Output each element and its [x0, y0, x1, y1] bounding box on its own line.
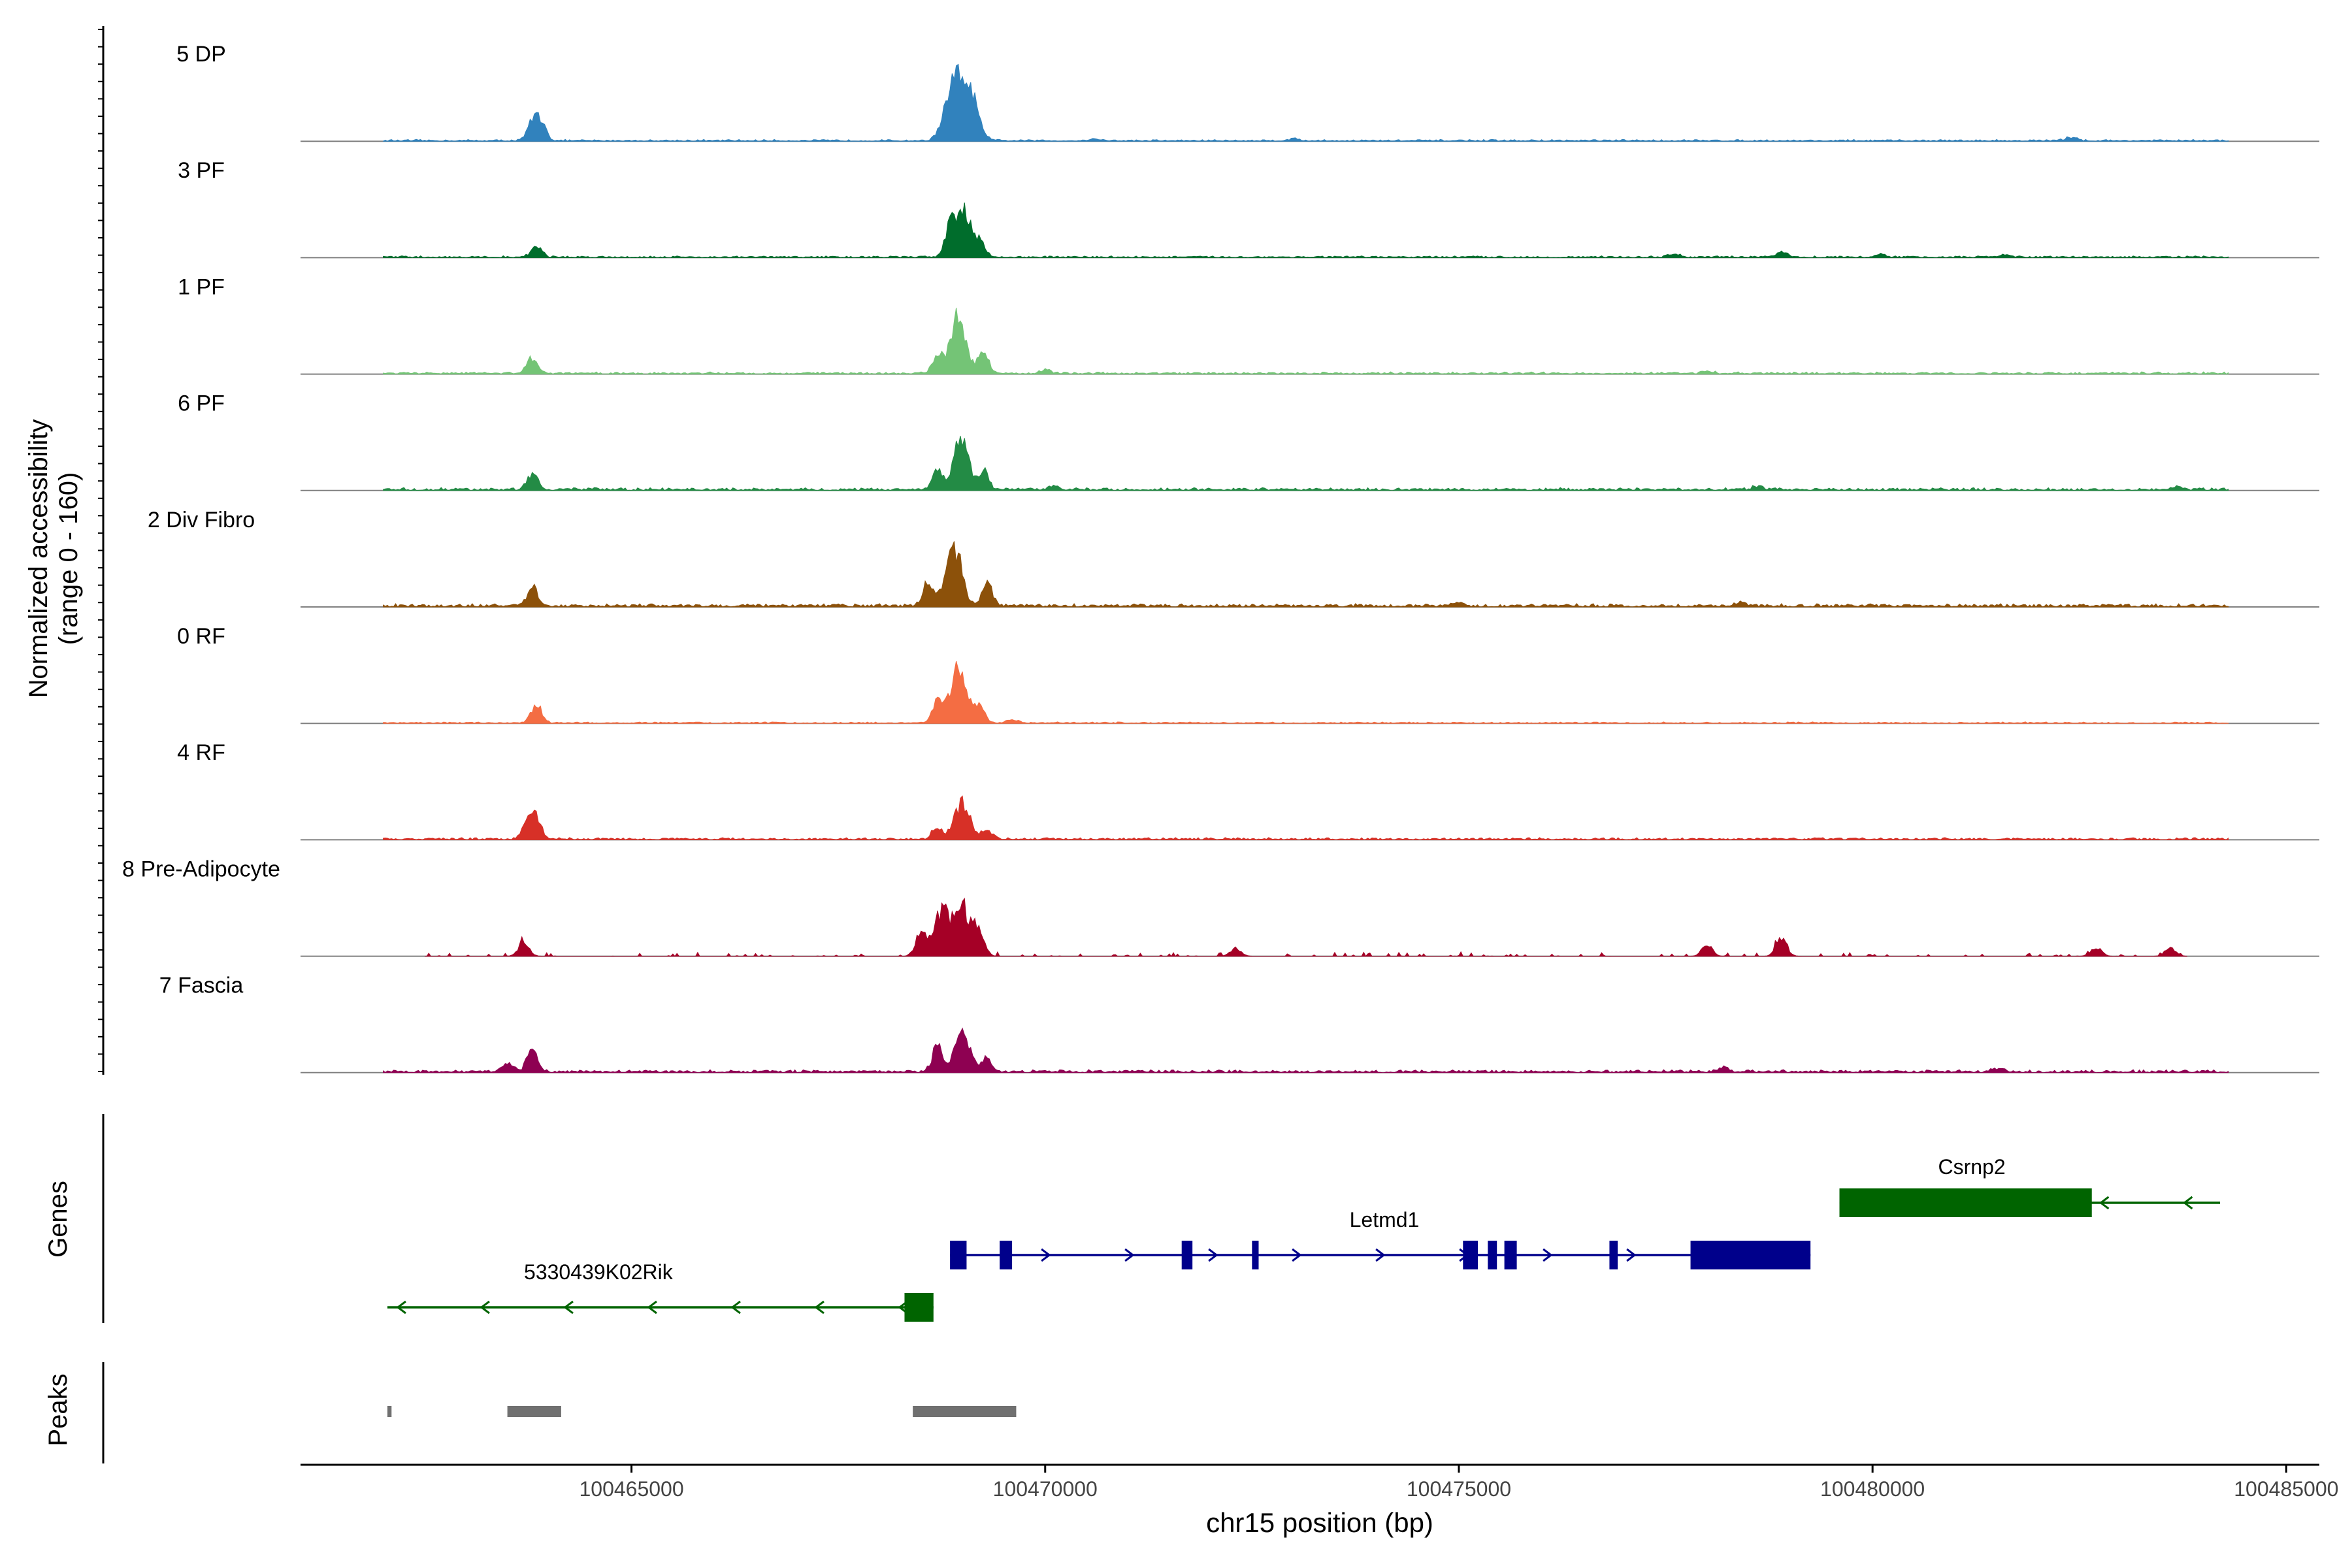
strand-arrow — [1292, 1248, 1302, 1262]
x-tick-label: 100475000 — [1407, 1477, 1511, 1501]
coverage-track-1: 5 DP — [176, 42, 2319, 142]
track-label: 6 PF — [178, 391, 225, 416]
exon — [1839, 1188, 2092, 1217]
coverage-track-6: 0 RF — [177, 624, 2319, 725]
exon — [1609, 1241, 1618, 1269]
coverage-track-8: 8 Pre-Adipocyte — [122, 857, 2319, 957]
track-label: 8 Pre-Adipocyte — [122, 857, 280, 881]
exon — [950, 1241, 967, 1269]
track-label: 5 DP — [176, 42, 226, 67]
track-label: 2 Div Fibro — [148, 508, 255, 532]
strand-arrow — [647, 1300, 657, 1315]
coverage-area — [383, 661, 2229, 724]
strand-arrow — [1626, 1248, 1637, 1262]
strand-arrow — [480, 1300, 490, 1315]
strand-arrow — [730, 1300, 741, 1315]
peak-region — [507, 1406, 561, 1417]
strand-arrow — [396, 1300, 406, 1315]
peak-track — [102, 1362, 1017, 1463]
gene-label: Csrnp2 — [1938, 1155, 2006, 1179]
x-tick-label: 100485000 — [2234, 1477, 2338, 1501]
exon — [1504, 1241, 1517, 1269]
coverage-track-5: 2 Div Fibro — [148, 508, 2319, 608]
strand-arrow — [563, 1300, 574, 1315]
coverage-area — [383, 1027, 2229, 1073]
x-axis: 100465000 100470000 100475000 100480000 1004… — [301, 1463, 2338, 1501]
coverage-area — [383, 541, 2229, 608]
coverage-tracks: 5 DP 3 PF 1 PF 6 PF 2 Div Fibro 0 RF 4 RF 8 Pre… — [98, 26, 2319, 1075]
exon — [1690, 1241, 1811, 1269]
coverage-area — [383, 203, 2229, 258]
exon — [1181, 1241, 1193, 1269]
exon — [1252, 1241, 1259, 1269]
coverage-track-2: 3 PF — [178, 158, 2319, 259]
gene-track: Letmd1 5330439K02Rik Csrnp2 — [102, 1114, 2221, 1323]
strand-arrow — [814, 1300, 825, 1315]
peak-region — [387, 1406, 392, 1417]
coverage-area — [383, 308, 2229, 375]
gene-letmd1: Letmd1 — [950, 1208, 1811, 1269]
y-axis-label-line2: (range 0 - 160) — [54, 472, 83, 645]
gene-label: Letmd1 — [1350, 1208, 1420, 1232]
coverage-track-7: 4 RF — [177, 740, 2319, 841]
track-label: 7 Fascia — [159, 973, 244, 998]
exon — [1463, 1241, 1478, 1269]
gene-label: 5330439K02Rik — [524, 1260, 674, 1284]
peaks-track-label: Peaks — [44, 1373, 73, 1446]
coverage-area — [383, 63, 2229, 142]
gene-5330439k02rik: 5330439K02Rik — [387, 1260, 934, 1322]
exon — [904, 1293, 934, 1322]
genes-track-label: Genes — [44, 1181, 73, 1258]
strand-arrow — [1543, 1248, 1553, 1262]
coverage-track-3: 1 PF — [178, 274, 2319, 375]
track-label: 3 PF — [178, 158, 225, 183]
coverage-track-9: 7 Fascia — [159, 973, 2319, 1073]
track-label: 1 PF — [178, 274, 225, 299]
strand-arrow — [1041, 1248, 1051, 1262]
strand-arrow — [2182, 1196, 2193, 1210]
x-axis-title: chr15 position (bp) — [1206, 1507, 1433, 1538]
strand-arrow — [1375, 1248, 1386, 1262]
x-tick-label: 100465000 — [579, 1477, 683, 1501]
strand-arrow — [2099, 1196, 2110, 1210]
coverage-track-4: 6 PF — [178, 391, 2319, 491]
x-tick-label: 100480000 — [1820, 1477, 1925, 1501]
y-axis-label-line1: Normalized accessibility — [24, 419, 53, 698]
peak-region — [913, 1406, 1017, 1417]
track-label: 0 RF — [177, 624, 225, 649]
x-tick-label: 100470000 — [993, 1477, 1098, 1501]
gene-csrnp2: Csrnp2 — [1839, 1155, 2221, 1217]
exon — [1488, 1241, 1497, 1269]
strand-arrow — [1208, 1248, 1218, 1262]
strand-arrow — [1124, 1248, 1135, 1262]
coverage-area — [383, 795, 2229, 840]
coverage-area — [383, 435, 2229, 491]
track-label: 4 RF — [177, 740, 225, 765]
coverage-area — [425, 897, 2187, 957]
exon — [1000, 1241, 1013, 1269]
